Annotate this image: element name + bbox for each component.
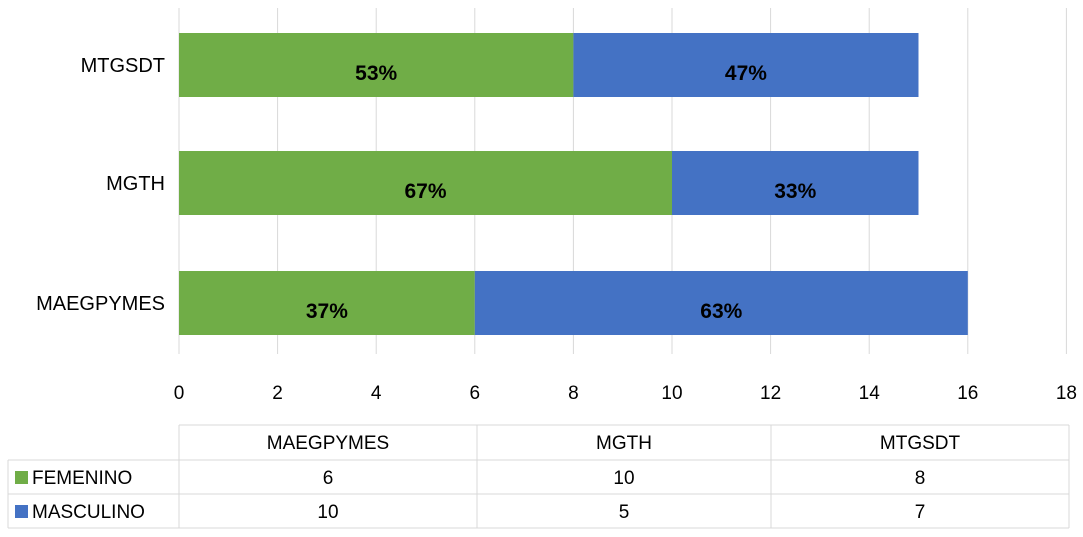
table-row-label: FEMENINO: [32, 468, 132, 489]
legend-key: [15, 471, 28, 484]
table-cell: 7: [915, 502, 926, 523]
x-axis-tick-labels: 0 2 4 6 8 10 12 14 16 18: [174, 383, 1077, 404]
x-tick-label: 4: [371, 383, 382, 404]
table-cell: 5: [619, 502, 630, 523]
table-cell: 10: [317, 502, 338, 523]
table-header: MTGSDT: [880, 433, 961, 454]
bar-segment: [179, 33, 574, 97]
bars: 37% 63% 67% 33% 53% 47%: [179, 33, 968, 335]
bar-data-label: 63%: [700, 300, 742, 323]
bar-segment: [672, 151, 919, 215]
table-header: MAEGPYMES: [267, 433, 389, 454]
category-label: MTGSDT: [81, 55, 165, 77]
table-header: MGTH: [596, 433, 652, 454]
bar-segment: [179, 271, 475, 335]
table-cell: 6: [323, 468, 334, 489]
legend-key: [15, 505, 28, 518]
x-tick-label: 12: [760, 383, 781, 404]
bar-data-label: 47%: [725, 62, 767, 85]
bar-segment: [179, 151, 672, 215]
bar-segment: [573, 33, 919, 97]
table-cell: 10: [613, 468, 634, 489]
x-tick-label: 16: [957, 383, 978, 404]
bar-data-label: 37%: [306, 300, 348, 323]
x-tick-label: 18: [1056, 383, 1077, 404]
data-table: MAEGPYMES MGTH MTGSDT FEMENINO 6 10 8 MASCULINO…: [7, 424, 1070, 529]
table-row-label: MASCULINO: [32, 502, 145, 523]
category-labels: MAEGPYMES MGTH MTGSDT: [36, 55, 165, 315]
x-tick-label: 6: [470, 383, 481, 404]
category-label: MGTH: [106, 173, 165, 195]
category-label: MAEGPYMES: [36, 293, 165, 315]
bar-data-label: 67%: [404, 180, 446, 203]
bar-segment: [474, 271, 968, 335]
x-tick-label: 2: [272, 383, 283, 404]
x-tick-label: 0: [174, 383, 185, 404]
x-tick-label: 8: [568, 383, 579, 404]
x-tick-label: 10: [661, 383, 682, 404]
x-tick-label: 14: [859, 383, 881, 404]
bar-data-label: 53%: [355, 62, 397, 85]
bar-data-label: 33%: [774, 180, 816, 203]
table-cell: 8: [915, 468, 926, 489]
